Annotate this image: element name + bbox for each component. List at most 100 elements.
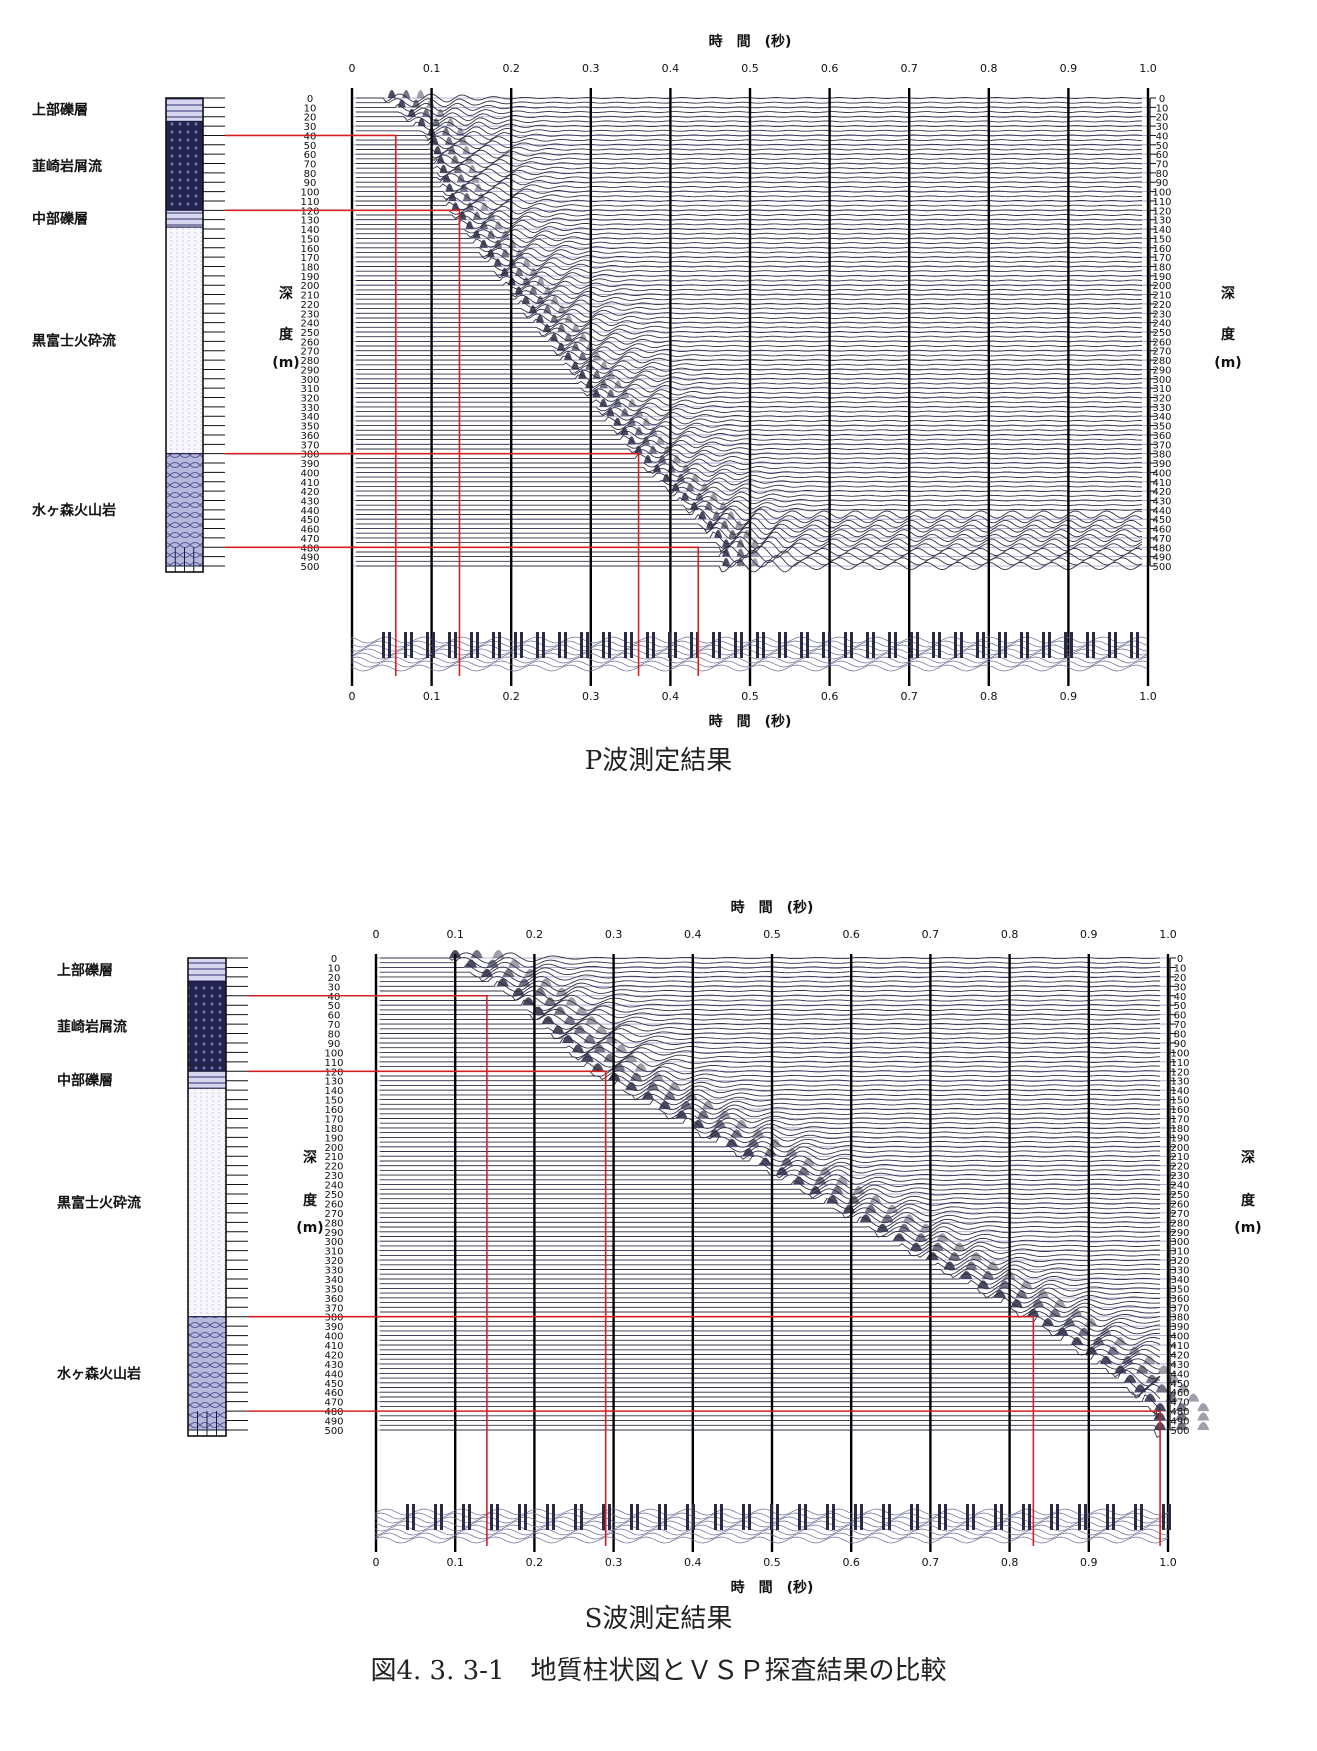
x-tick-label-bottom: 0.4 (662, 690, 680, 703)
arrival-wavelet (387, 90, 396, 98)
seismic-trace (379, 1263, 1161, 1276)
seismic-trace (380, 1282, 1161, 1295)
arrival-wavelet (700, 483, 709, 492)
depth-label-right: 130 (1152, 216, 1171, 227)
stacked-wavelet (664, 1504, 667, 1530)
stacked-wavelet (406, 1504, 409, 1530)
depth-label-right: 220 (1170, 1162, 1189, 1173)
seismic-trace (355, 135, 1143, 145)
depth-label-left: 370 (300, 440, 319, 451)
stratum-label: 韮崎岩屑流 (57, 1018, 127, 1035)
arrival-wavelet (1121, 1355, 1134, 1364)
seismic-trace (379, 1131, 1161, 1143)
depth-label-left: 420 (300, 487, 319, 498)
arrival-wavelet (948, 1252, 961, 1261)
seismic-trace (379, 1240, 1160, 1252)
depth-label-left: 230 (300, 309, 319, 320)
seismic-trace (355, 201, 1143, 211)
arrival-wavelet (472, 211, 481, 220)
time-gridlines: 0 0 0.1 0.1 0.2 0.2 0.3 0.3 0.4 0.4 0.5 0.5 0.6 0.6 0.… (349, 62, 1157, 703)
arrival-wavelet (720, 520, 729, 529)
seismic-trace (355, 290, 1143, 299)
seismic-trace (355, 112, 1143, 122)
arrival-wavelet (450, 155, 459, 164)
arrival-wavelet (417, 118, 426, 127)
stacked-wavelet (674, 632, 677, 658)
depth-label-right: 240 (1152, 319, 1171, 330)
depth-label-left: 470 (324, 1398, 343, 1409)
arrival-wavelet (656, 436, 665, 445)
seismic-trace (379, 1273, 1161, 1285)
arrival-wavelet (680, 492, 689, 501)
stacked-wavelet (518, 1504, 521, 1530)
arrival-wavelet (898, 1223, 911, 1232)
arrival-wavelet (501, 249, 510, 258)
stacked-wavelet (888, 1504, 891, 1530)
depth-label-left: 500 (300, 562, 319, 573)
arrival-wavelet (685, 1091, 698, 1100)
arrival-wavelet (1197, 1412, 1210, 1421)
y-axis-title-left: 度 (279, 326, 294, 343)
depth-label-left: 80 (328, 1030, 341, 1041)
seismic-trace (355, 126, 1143, 136)
depth-label-right: 240 (1170, 1181, 1189, 1192)
seismic-trace (379, 1245, 1161, 1257)
seismic-trace (379, 1388, 1161, 1400)
depth-label-left: 0 (331, 954, 337, 965)
arrival-wavelet (606, 408, 615, 417)
stacked-wavelet (854, 1504, 857, 1530)
arrival-wavelet (713, 1119, 726, 1128)
depth-label-right: 90 (1174, 1039, 1187, 1050)
seismic-trace (379, 1379, 1160, 1396)
arrival-wavelet (1041, 1318, 1054, 1327)
depth-label-left: 60 (304, 150, 317, 161)
depth-label-left: 330 (324, 1266, 343, 1277)
stacked-wavelet (692, 1504, 695, 1530)
arrival-wavelet (613, 417, 622, 426)
seismic-trace (355, 526, 1143, 540)
x-tick-label-bottom: 0.3 (605, 1556, 623, 1569)
arrival-wavelet (522, 258, 531, 267)
arrival-wavelet (500, 267, 509, 276)
stacked-wavelet (1026, 632, 1029, 658)
stacked-wavelet (800, 632, 803, 658)
arrival-wavelet (557, 342, 566, 351)
seismic-trace (379, 1013, 1161, 1026)
seismic-trace (355, 196, 1143, 206)
seismic-trace (355, 500, 1143, 510)
stacked-wavelet (646, 632, 649, 658)
arrival-wavelet (776, 1167, 789, 1176)
seismic-trace (380, 1405, 1161, 1415)
arrival-wavelet (445, 183, 454, 192)
boundary-marker-line (225, 546, 700, 676)
depth-label-left: 390 (324, 1322, 343, 1333)
arrival-wavelet (1107, 1346, 1120, 1355)
seismic-trace (380, 1429, 1161, 1439)
stacked-wavelet (1136, 632, 1139, 658)
depth-label-left: 450 (300, 515, 319, 526)
arrival-wavelet (447, 146, 456, 155)
x-tick-label-top: 0 (373, 928, 380, 941)
arrival-wavelet (722, 558, 731, 566)
depth-label-left: 130 (300, 216, 319, 227)
arrival-wavelet (680, 1101, 693, 1110)
arrival-wavelet (736, 539, 745, 548)
boundary-markers (225, 134, 700, 676)
arrival-wavelet (529, 267, 538, 276)
seismic-trace (379, 1089, 1160, 1101)
arrival-wavelet (614, 380, 623, 389)
seismic-trace (379, 1042, 1161, 1054)
x-tick-label-top: 0.8 (1001, 928, 1019, 941)
seismic-trace (380, 1375, 1161, 1392)
stacked-wavelet (910, 1504, 913, 1530)
stacked-wavelet (536, 632, 539, 658)
arrival-wavelet (557, 305, 566, 314)
depth-label-right: 370 (1170, 1303, 1189, 1314)
x-tick-label-bottom: 0.1 (446, 1556, 464, 1569)
arrival-wavelet (1078, 1327, 1090, 1336)
arrival-wavelet (970, 1252, 983, 1261)
depth-label-left: 300 (300, 375, 319, 386)
arrival-wavelet (836, 1176, 849, 1185)
depth-label-right: 320 (1152, 394, 1171, 405)
